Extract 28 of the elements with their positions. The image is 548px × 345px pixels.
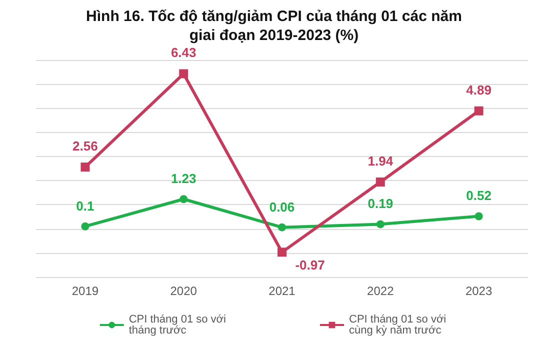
point	[278, 223, 286, 232]
data-label: 1.94	[368, 154, 394, 168]
legend-label: CPI tháng 01 so với tháng trước	[128, 314, 229, 336]
x-tick-label: 2021	[268, 284, 296, 298]
data-label: 1.23	[170, 171, 196, 186]
point	[179, 69, 188, 78]
x-tick-label: 2023	[465, 284, 492, 298]
data-label: 0.06	[269, 199, 295, 214]
data-label: 0.52	[466, 188, 492, 204]
x-tick-label: 2019	[72, 284, 99, 298]
data-label: 0.19	[368, 196, 394, 212]
data-label: 6.43	[170, 45, 196, 60]
data-label: 0.1	[76, 198, 94, 214]
x-tick-label: 2020	[170, 284, 198, 298]
point	[278, 248, 286, 257]
point	[80, 162, 90, 172]
x-tick-label: 2022	[367, 284, 394, 298]
chart-title: Hình 16. Tốc độ tăng/giảm CPI của tháng 01 các năm giai đoạn 2019-2023 (%)	[86, 8, 462, 44]
data-label: 2.56	[72, 138, 98, 154]
point	[474, 212, 483, 220]
data-label: 4.89	[466, 82, 492, 98]
point	[474, 106, 484, 116]
point	[376, 178, 385, 186]
point	[376, 220, 384, 228]
legend-label: CPI tháng 01 so với cùng kỳ năm trước	[349, 314, 450, 336]
point	[180, 195, 188, 204]
data-label: -0.97	[295, 258, 325, 273]
point	[81, 222, 90, 230]
